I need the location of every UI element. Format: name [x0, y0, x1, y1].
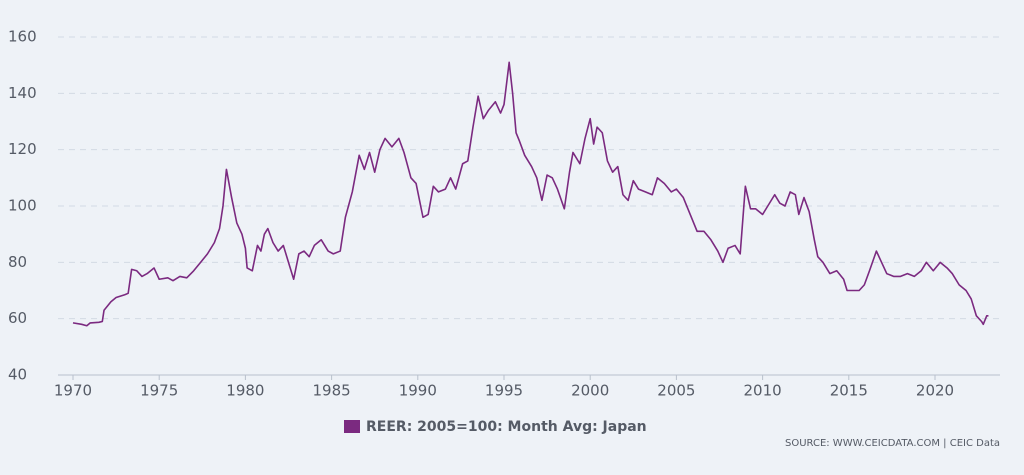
x-tick-label: 1970	[54, 382, 92, 400]
x-tick-label: 2005	[657, 382, 695, 400]
x-tick-label: 1980	[226, 382, 264, 400]
legend-label: REER: 2005=100: Month Avg: Japan	[366, 419, 647, 435]
y-tick-label: 100	[8, 197, 37, 215]
y-tick-label: 120	[8, 140, 37, 158]
y-tick-label: 80	[8, 253, 27, 271]
source-note: SOURCE: WWW.CEICDATA.COM | CEIC Data	[785, 438, 1000, 449]
x-tick-label: 2000	[571, 382, 609, 400]
y-tick-label: 60	[8, 309, 27, 327]
y-tick-label: 40	[8, 366, 27, 384]
x-tick-label: 2020	[916, 382, 954, 400]
series-line	[72, 61, 989, 327]
legend-swatch	[344, 420, 360, 433]
x-tick-label: 1995	[485, 382, 523, 400]
x-tick-label: 1985	[313, 382, 351, 400]
x-tick-label: 2015	[830, 382, 868, 400]
y-tick-label: 160	[8, 28, 37, 46]
x-tick-label: 2010	[744, 382, 782, 400]
x-tick-label: 1990	[399, 382, 437, 400]
y-tick-label: 140	[8, 84, 37, 102]
x-tick-label: 1975	[140, 382, 178, 400]
